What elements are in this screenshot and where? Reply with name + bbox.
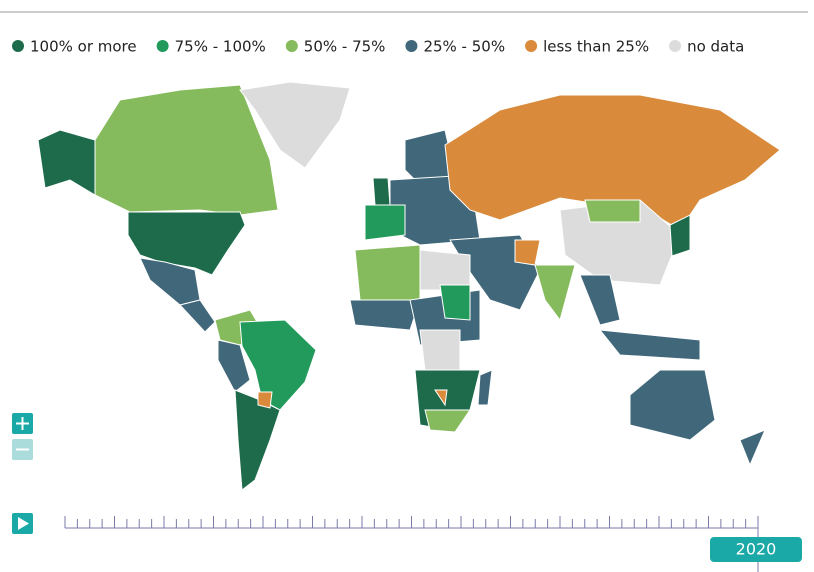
- country[interactable]: [434, 389, 448, 407]
- zoom-in-button[interactable]: [12, 413, 33, 434]
- legend-label: 50% - 75%: [304, 38, 386, 56]
- country[interactable]: [372, 177, 391, 206]
- country[interactable]: [439, 284, 471, 321]
- legend-item[interactable]: 50% - 75%: [285, 38, 386, 56]
- year-label: 2020: [736, 540, 777, 559]
- country[interactable]: [364, 204, 406, 241]
- timeline[interactable]: [64, 516, 759, 529]
- legend-dot: [156, 40, 169, 52]
- legend-dot: [285, 40, 298, 52]
- legend-label: no data: [687, 38, 744, 56]
- country[interactable]: [419, 249, 471, 291]
- world-map: [37, 81, 781, 491]
- legend-label: 25% - 50%: [423, 38, 505, 56]
- legend-item[interactable]: less than 25%: [525, 38, 649, 56]
- legend-item[interactable]: 25% - 50%: [405, 38, 505, 56]
- country[interactable]: [349, 299, 421, 331]
- legend: 100% or more 75% - 100% 50% - 75% 25% - 50%…: [12, 38, 744, 56]
- country[interactable]: [424, 409, 471, 433]
- legend-item[interactable]: 75% - 100%: [156, 38, 266, 56]
- legend-label: less than 25%: [543, 38, 649, 56]
- legend-label: 75% - 100%: [175, 38, 266, 56]
- country[interactable]: [179, 299, 216, 333]
- legend-dot: [12, 40, 24, 52]
- country[interactable]: [127, 211, 246, 276]
- zoom-out-button[interactable]: [12, 439, 33, 460]
- country[interactable]: [477, 369, 493, 406]
- country[interactable]: [669, 214, 691, 257]
- country[interactable]: [534, 264, 576, 322]
- legend-dot: [669, 40, 682, 52]
- legend-label: 100% or more: [30, 38, 137, 56]
- legend-dot: [525, 40, 538, 52]
- play-button[interactable]: [12, 513, 33, 534]
- country[interactable]: [94, 84, 279, 216]
- country[interactable]: [37, 129, 96, 196]
- country[interactable]: [598, 329, 701, 361]
- country[interactable]: [419, 329, 461, 371]
- country[interactable]: [444, 94, 781, 231]
- legend-dot: [405, 40, 418, 52]
- country[interactable]: [514, 239, 541, 266]
- country[interactable]: [239, 81, 351, 169]
- country[interactable]: [217, 339, 251, 393]
- country[interactable]: [354, 244, 421, 301]
- country[interactable]: [257, 391, 273, 409]
- legend-item[interactable]: 100% or more: [12, 38, 137, 56]
- year-badge[interactable]: 2020: [710, 516, 802, 572]
- country[interactable]: [579, 274, 621, 326]
- country[interactable]: [629, 369, 716, 441]
- legend-item[interactable]: no data: [669, 38, 744, 56]
- country[interactable]: [584, 199, 641, 223]
- country[interactable]: [739, 429, 766, 467]
